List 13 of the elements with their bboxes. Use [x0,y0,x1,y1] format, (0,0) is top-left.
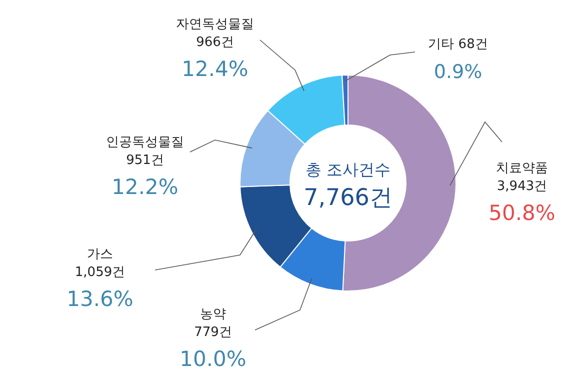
data-label: 1,059건 13.6% [66,265,134,311]
slice-label: 가스 [87,247,113,262]
slice-label: 인공독성물질 [106,135,184,150]
data-label: 3,943건 50.8% [488,179,556,225]
slice-label: 자연독성물질 [176,17,254,32]
data-label: 951건 12.2% [112,153,178,199]
text: 총 조사건수 [305,160,391,179]
data-label: 779건 10.0% [180,325,246,371]
slice-label: 기타 [428,37,454,52]
data-label: 966건 12.4% [182,35,248,81]
text: 7,766건 [304,185,392,211]
slice-label: 치료약품 [496,161,548,176]
slice-label: 농약 [200,307,226,322]
